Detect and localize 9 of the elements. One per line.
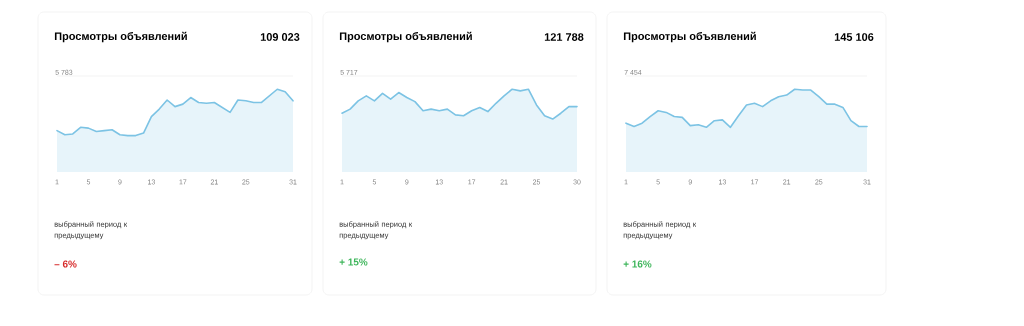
chart-title: Просмотры объявлений: [54, 31, 187, 43]
text: + 15%: [339, 258, 368, 266]
chart-subtitle: 109 023: [260, 33, 300, 41]
chart-subtitle: 121 788: [544, 33, 584, 41]
text: + 16%: [623, 260, 652, 268]
chart-title: Просмотры объявлений: [623, 31, 756, 43]
chart-title: Просмотры объявлений: [339, 31, 472, 43]
chart-subtitle: 145 106: [834, 33, 874, 41]
text: – 6%: [54, 260, 77, 268]
